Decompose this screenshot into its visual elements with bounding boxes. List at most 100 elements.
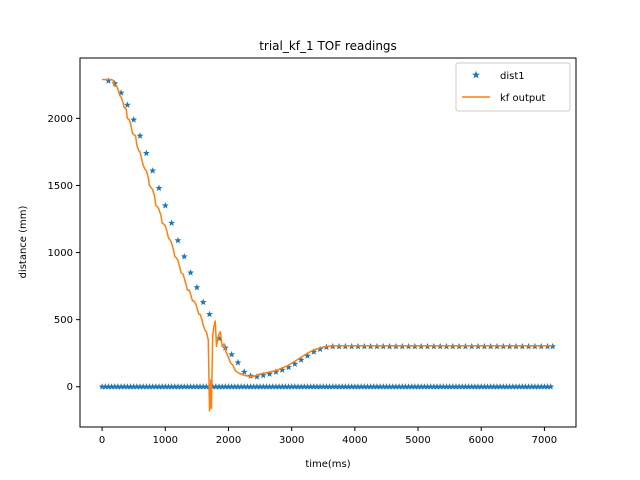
x-tick-label: 5000: [405, 435, 430, 446]
data-point-dist1: [288, 383, 296, 390]
data-point-dist1: [149, 167, 157, 174]
data-point-dist1: [225, 383, 232, 390]
data-point-dist1: [199, 383, 207, 390]
data-point-dist1: [218, 383, 226, 390]
data-point-dist1: [234, 358, 242, 366]
x-tick-label: 4000: [342, 435, 367, 446]
data-point-dist1: [549, 342, 557, 350]
data-point-dist1: [439, 383, 447, 390]
data-point-dist1: [123, 101, 131, 108]
data-point-dist1: [465, 383, 473, 390]
data-point-dist1: [357, 383, 365, 390]
data-point-dist1: [228, 350, 236, 358]
data-point-dist1: [199, 298, 207, 306]
data-point-dist1: [531, 383, 539, 390]
data-point-dist1: [537, 383, 545, 390]
data-point-dist1: [522, 383, 529, 390]
y-axis: 0 500 1000 1500 2000: [48, 114, 80, 393]
data-point-dist1: [234, 383, 242, 390]
data-point-dist1: [443, 383, 450, 390]
data-point-dist1: [278, 366, 286, 373]
x-tick-label: 1000: [153, 435, 178, 446]
data-point-dist1: [105, 383, 112, 390]
data-point-dist1: [427, 383, 435, 390]
data-point-dist1: [383, 383, 390, 390]
data-point-dist1: [376, 383, 384, 390]
data-point-dist1: [272, 368, 280, 375]
y-tick-label: 1000: [48, 248, 73, 259]
data-point-dist1: [503, 383, 510, 390]
y-tick-label: 500: [54, 315, 73, 326]
data-point-dist1: [212, 383, 220, 390]
data-point-dist1: [136, 383, 144, 390]
data-point-dist1: [477, 383, 485, 390]
series-line-kf-output: [102, 78, 553, 412]
data-point-dist1: [117, 383, 125, 390]
data-point-dist1: [386, 383, 394, 390]
data-point-dist1: [193, 283, 201, 291]
data-point-dist1: [307, 383, 315, 390]
data-point-dist1: [449, 383, 457, 390]
data-point-dist1: [266, 370, 273, 377]
data-point-dist1: [398, 383, 406, 390]
chart-title: trial_kf_1 TOF readings: [259, 39, 397, 53]
data-point-dist1: [127, 383, 134, 390]
y-axis-label: distance (mm): [18, 205, 29, 278]
data-point-dist1: [123, 383, 131, 390]
data-point-dist1: [161, 383, 169, 390]
data-point-dist1: [484, 383, 491, 390]
data-point-dist1: [338, 383, 346, 390]
data-point-dist1: [130, 116, 138, 123]
legend-star-icon: [472, 70, 480, 79]
data-point-dist1: [142, 383, 150, 390]
data-point-dist1: [414, 383, 422, 390]
data-point-dist1: [278, 383, 286, 390]
data-point-dist1: [187, 383, 194, 390]
data-point-dist1: [272, 383, 280, 390]
data-point-dist1: [285, 383, 292, 390]
data-point-dist1: [493, 383, 501, 390]
data-point-dist1: [237, 383, 245, 390]
data-point-dist1: [313, 383, 321, 390]
data-point-dist1: [323, 383, 330, 390]
data-point-dist1: [291, 360, 299, 367]
series-layer: [98, 77, 557, 412]
data-point-dist1: [266, 383, 273, 390]
data-point-dist1: [149, 383, 157, 390]
data-point-dist1: [319, 383, 327, 390]
data-point-dist1: [408, 383, 416, 390]
data-point-dist1: [215, 383, 223, 390]
data-point-dist1: [405, 383, 412, 390]
x-axis-label: time(ms): [305, 459, 350, 470]
data-point-dist1: [108, 383, 116, 390]
data-point-dist1: [174, 383, 182, 390]
data-point-dist1: [259, 371, 267, 379]
data-point-dist1: [462, 383, 469, 390]
y-tick-label: 1500: [48, 181, 73, 192]
data-point-dist1: [540, 383, 548, 390]
data-point-dist1: [364, 383, 371, 390]
data-point-dist1: [155, 383, 163, 390]
data-point-dist1: [117, 89, 125, 96]
data-point-dist1: [490, 383, 498, 390]
data-point-dist1: [335, 383, 343, 390]
data-point-dist1: [326, 383, 333, 390]
data-point-dist1: [215, 334, 223, 342]
x-tick-label: 0: [99, 435, 105, 446]
data-point-dist1: [105, 77, 112, 84]
data-point-dist1: [98, 383, 106, 390]
data-point-dist1: [525, 383, 533, 390]
data-point-dist1: [202, 383, 210, 390]
data-point-dist1: [332, 383, 340, 390]
data-point-dist1: [187, 269, 194, 276]
data-point-dist1: [528, 383, 536, 390]
data-point-dist1: [142, 149, 150, 157]
data-point-dist1: [420, 383, 428, 390]
x-axis: 0 1000 2000 3000 4000 5000 6000 7000: [99, 427, 557, 446]
x-tick-label: 3000: [279, 435, 304, 446]
data-point-dist1: [256, 383, 264, 390]
data-point-dist1: [120, 383, 128, 390]
legend-label-dist1: dist1: [500, 71, 525, 82]
data-point-dist1: [370, 383, 378, 390]
